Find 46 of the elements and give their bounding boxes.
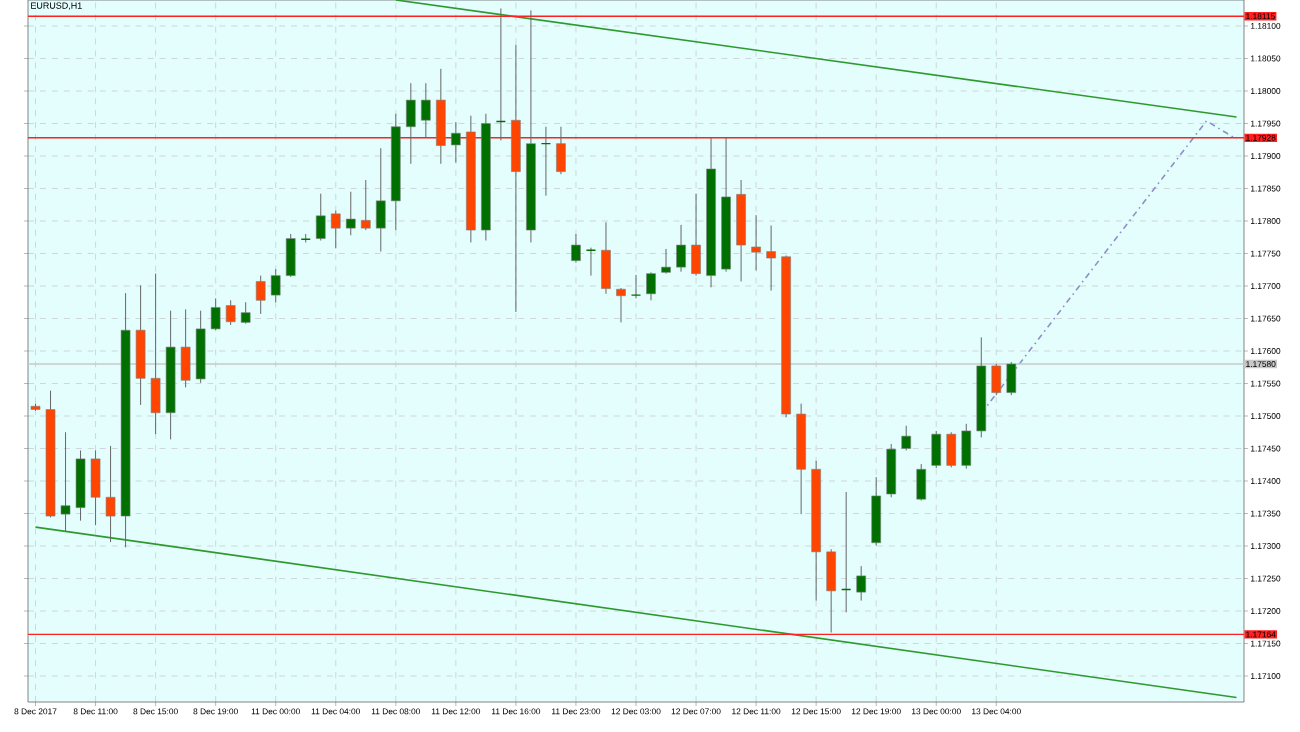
candlestick	[601, 221, 611, 295]
candlestick	[150, 273, 161, 435]
candlestick	[751, 214, 761, 271]
candlestick	[856, 565, 866, 602]
candlestick	[946, 431, 957, 468]
candlestick	[556, 126, 566, 175]
candlestick	[60, 431, 71, 532]
candlestick	[931, 430, 942, 469]
candlestick	[180, 308, 191, 388]
candlestick	[676, 224, 686, 273]
candlestick	[436, 68, 446, 165]
candlestick	[315, 193, 326, 241]
candlestick	[360, 179, 371, 231]
candlestick	[871, 476, 881, 546]
candlestick	[540, 126, 552, 197]
candlestick	[270, 268, 281, 303]
candlestick	[421, 82, 431, 138]
candlestick	[285, 233, 296, 278]
candlestick	[826, 548, 836, 633]
candlestick	[451, 121, 461, 163]
candlestick	[691, 193, 701, 277]
candlestick	[886, 443, 897, 498]
candlestick	[90, 449, 101, 526]
candlestick	[916, 463, 927, 501]
candlestick	[1006, 361, 1017, 396]
candlestick	[571, 233, 581, 264]
candlestick	[901, 425, 912, 451]
candlestick	[961, 423, 972, 470]
candlestick	[991, 363, 1002, 396]
candlestick	[766, 225, 776, 292]
candlestick	[345, 191, 356, 236]
candlestick	[585, 247, 597, 277]
candlestick	[105, 445, 116, 543]
candlestick	[375, 147, 386, 253]
candlestick	[616, 287, 626, 323]
candlestick	[646, 271, 656, 301]
candlestick	[330, 210, 341, 249]
candlestick	[210, 297, 221, 331]
candlestick	[495, 7, 507, 141]
candlestick	[255, 275, 266, 315]
candlestick	[661, 248, 671, 275]
candlestick	[840, 491, 852, 613]
candlestick	[240, 301, 251, 325]
candlestick	[225, 299, 236, 326]
candlestick	[630, 274, 642, 299]
candlestick	[406, 82, 416, 165]
